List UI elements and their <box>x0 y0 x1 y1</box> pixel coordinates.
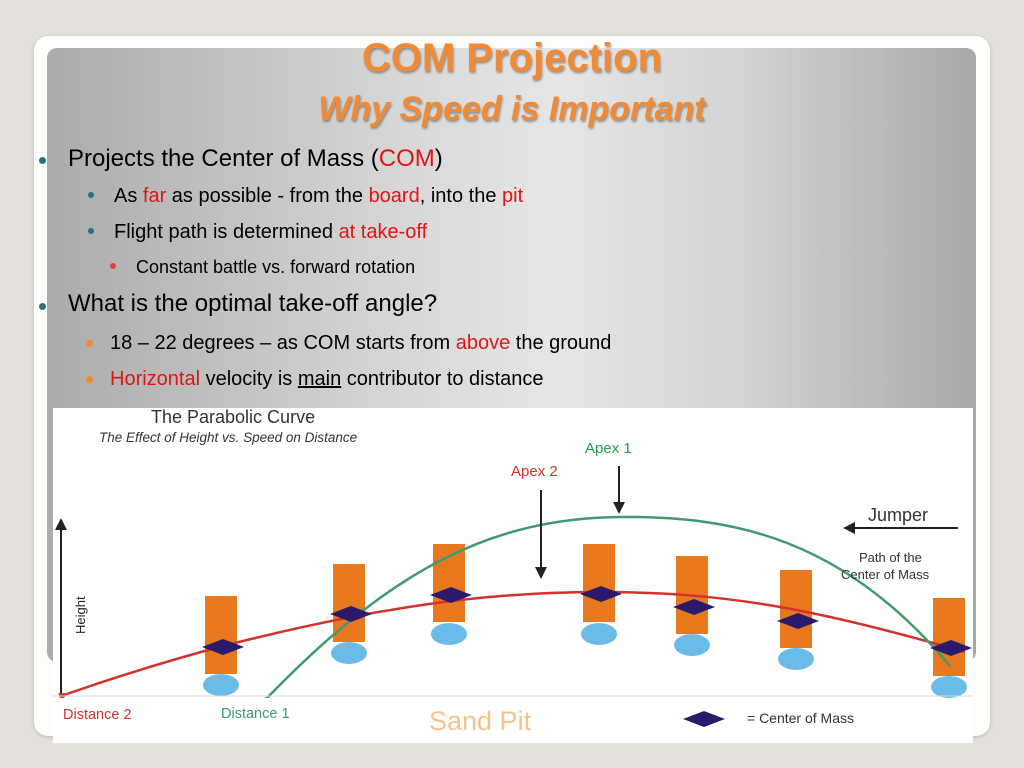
center-of-mass-marker <box>202 639 244 655</box>
bullet-highlight: board <box>368 185 420 207</box>
ball <box>431 623 467 645</box>
bullet-dot <box>110 263 116 269</box>
bullet-text: contributor to distance <box>341 368 544 390</box>
bullet-text: 18 – 22 degrees – as COM starts from <box>110 332 456 354</box>
diagram-title: The Parabolic Curve <box>151 408 315 427</box>
parabolic-curve-diagram: The Parabolic Curve The Effect of Height… <box>53 408 973 743</box>
slide-title: COM Projection <box>361 36 663 80</box>
apex-2-label: Apex 2 <box>511 463 558 480</box>
apex-1-label: Apex 1 <box>585 440 632 457</box>
body-bar <box>583 544 615 622</box>
diagram-subtitle: The Effect of Height vs. Speed on Distan… <box>99 430 357 445</box>
height-axis-arrowhead <box>55 518 67 530</box>
bullet-text: ) <box>434 145 443 172</box>
bullet-dot <box>86 376 93 383</box>
bullet-as-far: As far as possible - from the board, int… <box>114 185 523 208</box>
legend-label: = Center of Mass <box>747 710 854 726</box>
ball <box>331 642 367 664</box>
center-of-mass-marker <box>930 640 972 656</box>
bullet-dot <box>39 303 46 310</box>
sand-pit-label: Sand Pit <box>429 706 532 736</box>
apex-2-arrowhead <box>535 567 547 579</box>
green-trajectory-curve <box>259 515 951 706</box>
bullet-optimal-angle: What is the optimal take-off angle? <box>68 290 438 317</box>
bullet-horizontal-velocity: Horizontal velocity is main contributor … <box>110 368 544 391</box>
height-label: Height <box>73 596 88 634</box>
bullet-dot <box>88 228 94 234</box>
path-label-line-1: Path of the <box>859 550 922 565</box>
center-of-mass-marker <box>330 606 372 622</box>
bullet-highlight: above <box>455 332 511 354</box>
center-of-mass-marker <box>430 587 472 603</box>
slide-subtitle: Why Speed is Important <box>318 90 706 128</box>
bullet-highlight: Horizontal <box>110 368 201 390</box>
ball <box>931 676 967 698</box>
bullet-dot <box>88 192 94 198</box>
ball <box>581 623 617 645</box>
body-bar <box>333 564 365 642</box>
apex-1-arrowhead <box>613 502 625 514</box>
bullet-text: the ground <box>510 332 612 354</box>
bullet-dot <box>39 157 46 164</box>
jumper-label: Jumper <box>868 505 928 525</box>
bullet-text: As <box>114 185 143 207</box>
center-of-mass-marker <box>673 599 715 615</box>
ball <box>778 648 814 670</box>
body-bar <box>205 596 237 674</box>
bullet-text: Flight path is determined <box>114 221 339 243</box>
ball <box>203 674 239 696</box>
bullet-highlight: COM <box>378 145 435 172</box>
jumper-arrowhead <box>843 522 855 534</box>
bullet-highlight: at take-off <box>338 221 428 243</box>
bullet-constant-battle: Constant battle vs. forward rotation <box>136 257 416 277</box>
bullet-degrees: 18 – 22 degrees – as COM starts from abo… <box>110 332 611 355</box>
center-of-mass-marker <box>580 586 622 602</box>
bullet-text: as possible - from the <box>166 185 369 207</box>
legend-diamond-icon <box>683 711 725 727</box>
distance-1-label: Distance 1 <box>221 706 290 722</box>
distance-2-label: Distance 2 <box>63 707 132 723</box>
bullet-text: Projects the Center of Mass ( <box>68 145 379 172</box>
bullet-projects-com: Projects the Center of Mass (COM) <box>68 145 443 173</box>
bullet-highlight: far <box>142 185 167 207</box>
bullet-flight-path: Flight path is determined at take-off <box>114 221 427 244</box>
sand-pit-strip <box>53 698 973 743</box>
path-label-line-2: Center of Mass <box>841 567 930 582</box>
center-of-mass-marker <box>777 613 819 629</box>
bullet-text: , into the <box>419 185 502 207</box>
bullet-highlight: pit <box>502 185 524 207</box>
bullet-underlined: main <box>297 368 342 390</box>
bullet-dot <box>86 340 93 347</box>
ball <box>674 634 710 656</box>
red-trajectory-curve <box>58 590 966 701</box>
bullet-text: velocity is <box>200 368 298 390</box>
